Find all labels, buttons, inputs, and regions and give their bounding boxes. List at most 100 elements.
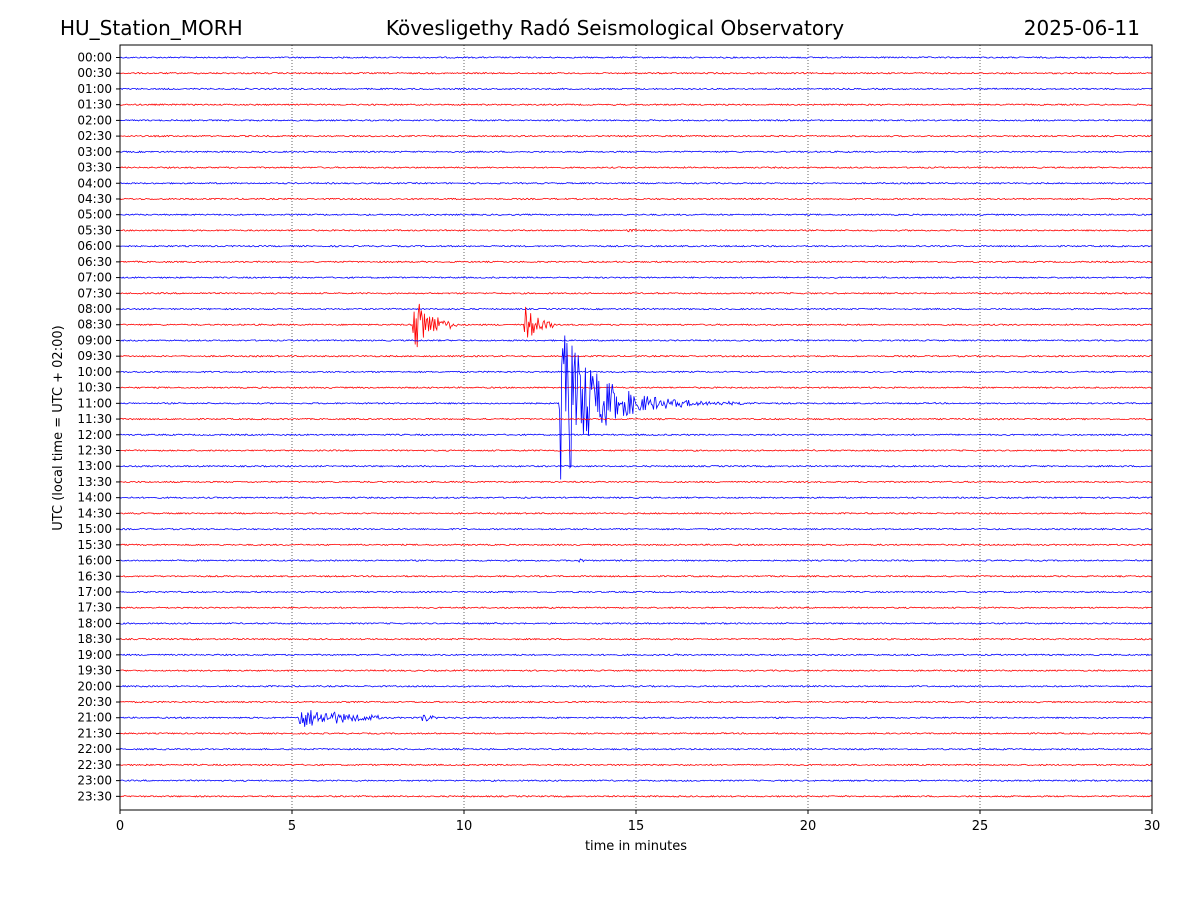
row-label: 04:30 bbox=[77, 192, 112, 206]
x-tick-label: 15 bbox=[628, 819, 645, 834]
trace-0500 bbox=[119, 213, 1153, 217]
row-label: 03:30 bbox=[77, 161, 112, 175]
trace-0400 bbox=[119, 181, 1153, 185]
row-label: 03:00 bbox=[77, 145, 112, 159]
x-tick-label: 0 bbox=[116, 819, 124, 834]
trace-1600 bbox=[119, 558, 1153, 563]
trace-2300 bbox=[119, 779, 1153, 782]
x-gridlines bbox=[291, 45, 981, 810]
row-label: 16:30 bbox=[77, 569, 112, 583]
row-label: 02:30 bbox=[77, 129, 112, 143]
trace-0800 bbox=[119, 307, 1152, 311]
row-label: 22:00 bbox=[77, 742, 112, 756]
row-label: 20:00 bbox=[77, 679, 112, 693]
trace-1000 bbox=[119, 370, 1153, 374]
row-label: 01:30 bbox=[77, 98, 112, 112]
row-label: 17:30 bbox=[77, 601, 112, 615]
row-label: 15:30 bbox=[77, 538, 112, 552]
trace-1830 bbox=[119, 637, 1152, 641]
row-label: 23:00 bbox=[77, 774, 112, 788]
row-label: 10:30 bbox=[77, 381, 112, 395]
x-tick-label: 30 bbox=[1144, 819, 1161, 834]
row-label: 08:30 bbox=[77, 318, 112, 332]
trace-1300 bbox=[119, 464, 1153, 468]
row-label: 11:00 bbox=[77, 396, 112, 410]
row-label: 20:30 bbox=[77, 695, 112, 709]
row-label: 06:30 bbox=[77, 255, 112, 269]
trace-0000 bbox=[119, 56, 1153, 59]
row-label: 22:30 bbox=[77, 758, 112, 772]
row-label: 09:00 bbox=[77, 333, 112, 347]
trace-0430 bbox=[119, 197, 1153, 201]
row-label: 05:00 bbox=[77, 208, 112, 222]
trace-1500 bbox=[119, 527, 1153, 531]
row-label: 14:30 bbox=[77, 506, 112, 520]
trace-1130 bbox=[119, 417, 1153, 421]
row-label: 14:00 bbox=[77, 491, 112, 505]
row-label: 09:30 bbox=[77, 349, 112, 363]
trace-0030 bbox=[119, 71, 1153, 75]
trace-1630 bbox=[119, 574, 1153, 578]
trace-1930 bbox=[119, 669, 1153, 672]
row-label: 01:00 bbox=[77, 82, 112, 96]
trace-1330 bbox=[119, 480, 1153, 484]
trace-2330 bbox=[119, 795, 1153, 798]
trace-0130 bbox=[119, 103, 1153, 107]
row-label: 12:30 bbox=[77, 444, 112, 458]
row-label: 18:30 bbox=[77, 632, 112, 646]
x-tick-group: 0 5 10 15 20 25 30 bbox=[116, 810, 1160, 834]
trace-0730 bbox=[119, 292, 1153, 295]
row-label: 04:00 bbox=[77, 176, 112, 190]
trace-2000 bbox=[119, 684, 1153, 688]
trace-2030 bbox=[119, 700, 1153, 704]
row-label: 17:00 bbox=[77, 585, 112, 599]
trace-2230 bbox=[119, 763, 1153, 767]
date-title: 2025-06-11 bbox=[1024, 16, 1140, 40]
trace-1230 bbox=[119, 449, 1153, 452]
row-label: 16:00 bbox=[77, 554, 112, 568]
row-label: 21:30 bbox=[77, 726, 112, 740]
trace-1030 bbox=[119, 386, 1153, 389]
x-tick-label: 10 bbox=[456, 819, 473, 834]
row-label: 18:00 bbox=[77, 616, 112, 630]
row-label: 13:30 bbox=[77, 475, 112, 489]
trace-1800 bbox=[119, 622, 1153, 625]
x-tick-label: 20 bbox=[800, 819, 817, 834]
trace-2130 bbox=[119, 732, 1153, 735]
trace-0830 bbox=[119, 303, 1153, 348]
row-label: 05:30 bbox=[77, 223, 112, 237]
trace-0230 bbox=[119, 134, 1153, 138]
trace-1400 bbox=[119, 496, 1153, 500]
trace-1730 bbox=[119, 606, 1152, 610]
row-label: 11:30 bbox=[77, 412, 112, 426]
trace-1900 bbox=[119, 653, 1153, 657]
x-tick-label: 5 bbox=[288, 819, 296, 834]
trace-0200 bbox=[119, 119, 1153, 122]
plot-frame bbox=[119, 44, 1153, 811]
trace-1100 bbox=[119, 335, 1153, 480]
row-label: 15:00 bbox=[77, 522, 112, 536]
row-label: 19:30 bbox=[77, 664, 112, 678]
trace-1700 bbox=[119, 590, 1153, 594]
row-label: 12:00 bbox=[77, 428, 112, 442]
trace-0900 bbox=[119, 339, 1152, 342]
row-label: 07:00 bbox=[77, 271, 112, 285]
row-label: 19:00 bbox=[77, 648, 112, 662]
row-label: 02:00 bbox=[77, 113, 112, 127]
trace-1430 bbox=[119, 512, 1153, 515]
row-label: 00:30 bbox=[77, 66, 112, 80]
trace-0530 bbox=[119, 228, 1153, 233]
x-tick-label: 25 bbox=[972, 819, 989, 834]
trace-0930 bbox=[119, 354, 1153, 358]
trace-0600 bbox=[119, 244, 1153, 248]
row-label: 23:30 bbox=[77, 789, 112, 803]
trace-group bbox=[119, 56, 1153, 798]
trace-2200 bbox=[119, 747, 1153, 751]
y-axis-label: UTC (local time = UTC + 02:00) bbox=[51, 325, 66, 530]
row-label: 08:00 bbox=[77, 302, 112, 316]
trace-0700 bbox=[119, 276, 1153, 279]
trace-1530 bbox=[119, 543, 1153, 547]
trace-2100 bbox=[119, 710, 1153, 727]
